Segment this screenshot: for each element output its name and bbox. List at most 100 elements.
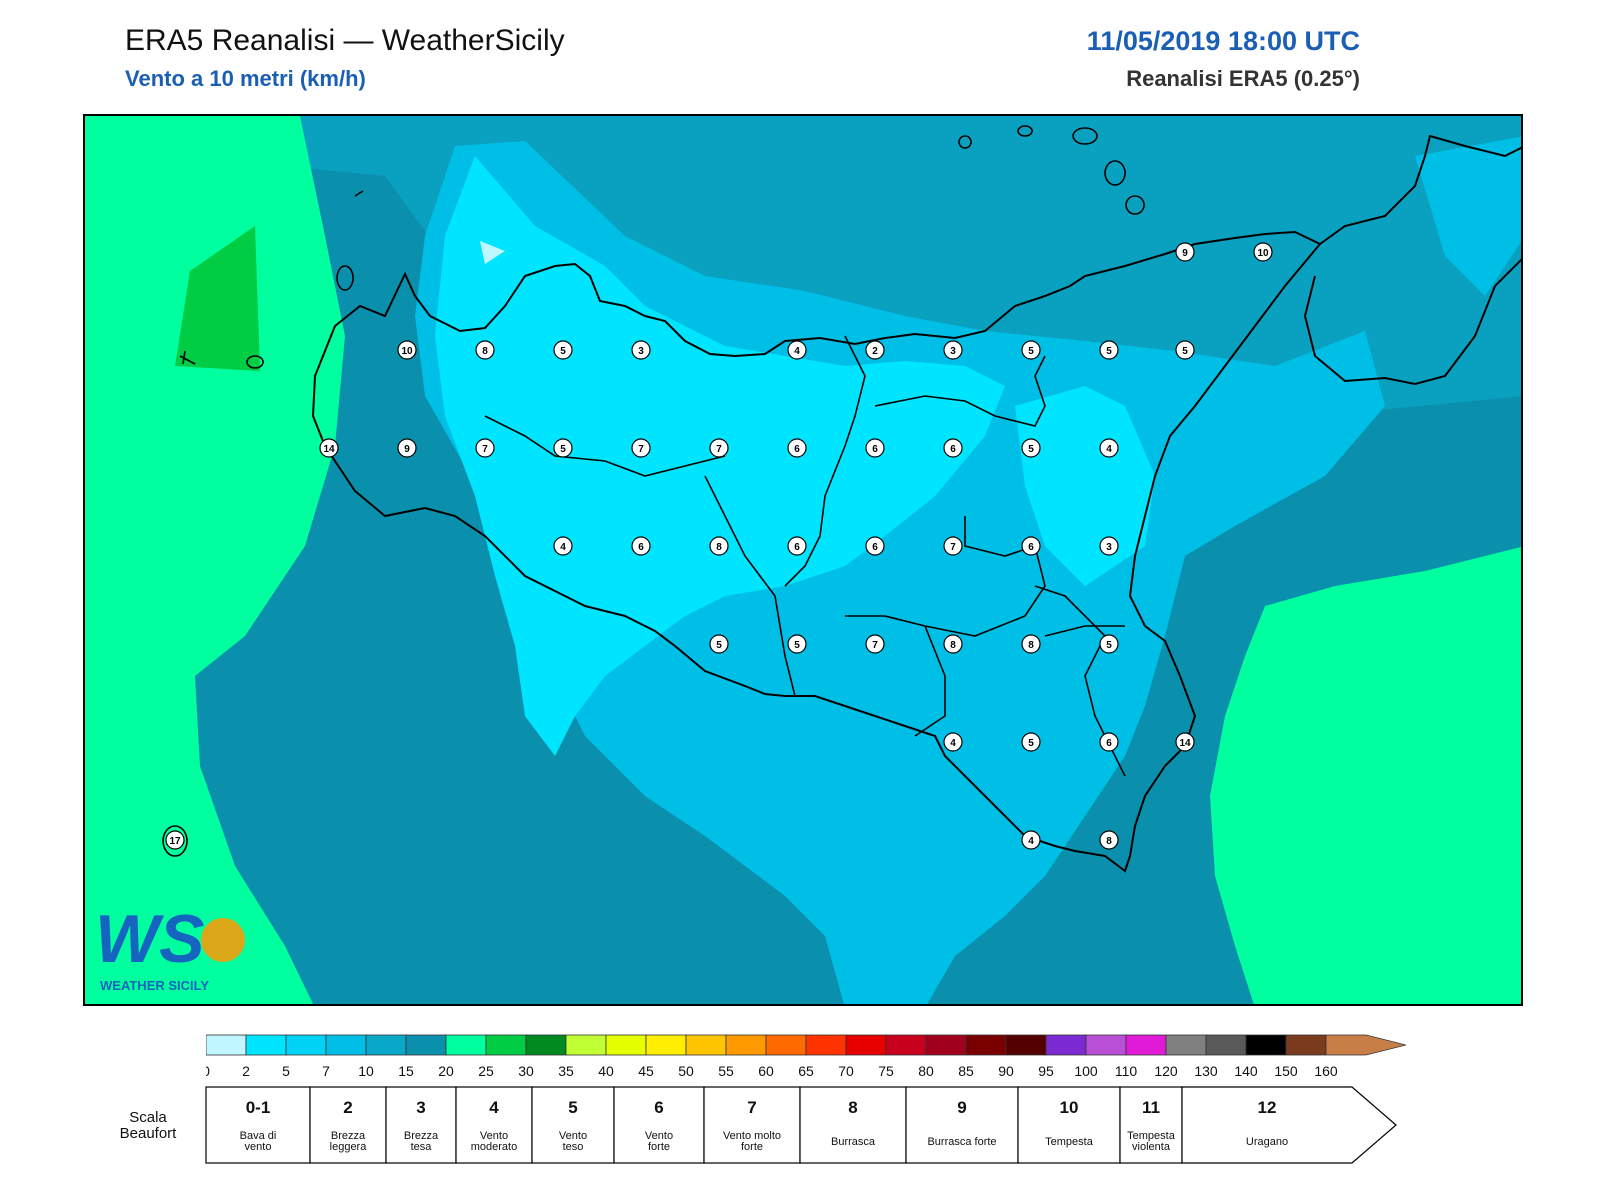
station-wind-value: 5	[1182, 346, 1188, 357]
station-marker: 7	[944, 537, 962, 555]
colorbar-tick-label: 55	[718, 1063, 734, 1079]
beaufort-number: 6	[654, 1098, 663, 1117]
station-wind-value: 6	[872, 444, 878, 455]
colorbar-tick-label: 35	[558, 1063, 574, 1079]
beaufort-number: 8	[848, 1098, 857, 1117]
station-marker: 5	[554, 439, 572, 457]
colorbar-segment	[686, 1035, 726, 1055]
station-wind-value: 6	[794, 444, 800, 455]
colorbar-segment	[486, 1035, 526, 1055]
beaufort-level: 11 Tempesta violenta	[1120, 1087, 1182, 1163]
station-marker: 17	[166, 831, 184, 849]
colorbar-segment	[566, 1035, 606, 1055]
colorbar-tick-label: 50	[678, 1063, 694, 1079]
station-wind-value: 5	[1106, 346, 1112, 357]
station-marker: 6	[788, 537, 806, 555]
beaufort-description: Vento forte	[645, 1130, 673, 1153]
colorbar-tick-label: 40	[598, 1063, 614, 1079]
station-wind-value: 5	[716, 640, 722, 651]
colorbar-segment	[846, 1035, 886, 1055]
station-marker: 6	[1100, 733, 1118, 751]
station-marker: 4	[1022, 831, 1040, 849]
station-marker: 4	[944, 733, 962, 751]
station-wind-value: 4	[1028, 836, 1034, 847]
beaufort-number: 10	[1060, 1098, 1079, 1117]
station-marker: 3	[632, 341, 650, 359]
colorbar-segment	[806, 1035, 846, 1055]
colorbar-tick-label: 10	[358, 1063, 374, 1079]
station-marker: 4	[788, 341, 806, 359]
station-marker: 7	[710, 439, 728, 457]
station-wind-value: 4	[794, 346, 800, 357]
station-marker: 6	[944, 439, 962, 457]
colorbar-tick-label: 15	[398, 1063, 414, 1079]
station-wind-value: 7	[638, 444, 644, 455]
colorbar-tick-label: 100	[1074, 1063, 1098, 1079]
beaufort-level: 10Tempesta	[1018, 1087, 1120, 1163]
beaufort-number: 4	[489, 1098, 499, 1117]
station-marker: 3	[944, 341, 962, 359]
colorbar-segment	[1166, 1035, 1206, 1055]
colorbar-segment	[1246, 1035, 1286, 1055]
beaufort-description: Burrasca forte	[927, 1136, 996, 1148]
beaufort-number: 5	[568, 1098, 577, 1117]
beaufort-number: 12	[1258, 1098, 1277, 1117]
station-wind-value: 8	[950, 640, 956, 651]
colorbar-segment	[646, 1035, 686, 1055]
station-marker: 6	[866, 537, 884, 555]
valid-datetime: 11/05/2019 18:00 UTC	[1087, 26, 1360, 57]
colorbar-tick-label: 20	[438, 1063, 454, 1079]
colorbar-tick-label: 160	[1314, 1063, 1338, 1079]
station-marker: 8	[1100, 831, 1118, 849]
station-wind-value: 4	[560, 542, 566, 553]
colorbar-segment	[206, 1035, 246, 1055]
beaufort-level: 5 Vento teso	[532, 1087, 614, 1163]
colorbar-tick-label: 95	[1038, 1063, 1054, 1079]
colorbar-tick-label: 80	[918, 1063, 934, 1079]
station-marker: 8	[1022, 635, 1040, 653]
colorbar-segment	[766, 1035, 806, 1055]
beaufort-level: 9Burrasca forte	[906, 1087, 1018, 1163]
station-wind-value: 6	[638, 542, 644, 553]
colorbar-segment	[1206, 1035, 1246, 1055]
station-marker: 3	[1100, 537, 1118, 555]
colorbar-segment	[246, 1035, 286, 1055]
station-wind-value: 5	[1028, 444, 1034, 455]
station-wind-value: 5	[1028, 738, 1034, 749]
station-wind-value: 5	[560, 444, 566, 455]
beaufort-number: 11	[1142, 1098, 1160, 1117]
beaufort-level: 8 Burrasca	[800, 1087, 906, 1163]
station-marker: 7	[866, 635, 884, 653]
beaufort-level: 12 Uragano	[1182, 1087, 1396, 1163]
station-wind-value: 6	[950, 444, 956, 455]
station-wind-value: 8	[1028, 640, 1034, 651]
colorbar-segment	[1286, 1035, 1326, 1055]
station-wind-value: 4	[950, 738, 956, 749]
station-marker: 14	[1176, 733, 1194, 751]
colorbar-tick-label: 120	[1154, 1063, 1178, 1079]
station-wind-value: 3	[950, 346, 956, 357]
station-wind-value: 5	[560, 346, 566, 357]
colorbar-tick-label: 150	[1274, 1063, 1298, 1079]
colorbar-tick-label: 30	[518, 1063, 534, 1079]
beaufort-description: Uragano	[1246, 1136, 1288, 1148]
weather-sicily-logo: WS WEATHER SICILY	[95, 900, 255, 995]
colorbar-tick-label: 5	[282, 1063, 290, 1079]
colorbar-tick-label: 110	[1115, 1063, 1138, 1079]
beaufort-level: 4Vento moderato	[456, 1087, 532, 1163]
colorbar-segment	[886, 1035, 926, 1055]
station-wind-value: 9	[1182, 248, 1188, 259]
map-title: ERA5 Reanalisi — WeatherSicily	[125, 24, 565, 58]
station-marker: 5	[1022, 733, 1040, 751]
colorbar-segment	[1046, 1035, 1086, 1055]
colorbar-tick-label: 85	[958, 1063, 974, 1079]
model-label: Reanalisi ERA5 (0.25°)	[1126, 66, 1360, 92]
station-marker: 7	[476, 439, 494, 457]
station-marker: 5	[1022, 341, 1040, 359]
colorbar-segment	[1006, 1035, 1046, 1055]
logo-ws-text: WS	[95, 901, 205, 977]
station-wind-value: 7	[950, 542, 956, 553]
station-marker: 8	[476, 341, 494, 359]
wind-map: 9 10 10 8 5 3 4 2 3 5 5 5 14 9 7 5 7 7 6 6 6 5 4 4 6 8 6 6 7 6 3 5 5 7 8 8 5…	[83, 114, 1523, 1006]
station-marker: 8	[944, 635, 962, 653]
